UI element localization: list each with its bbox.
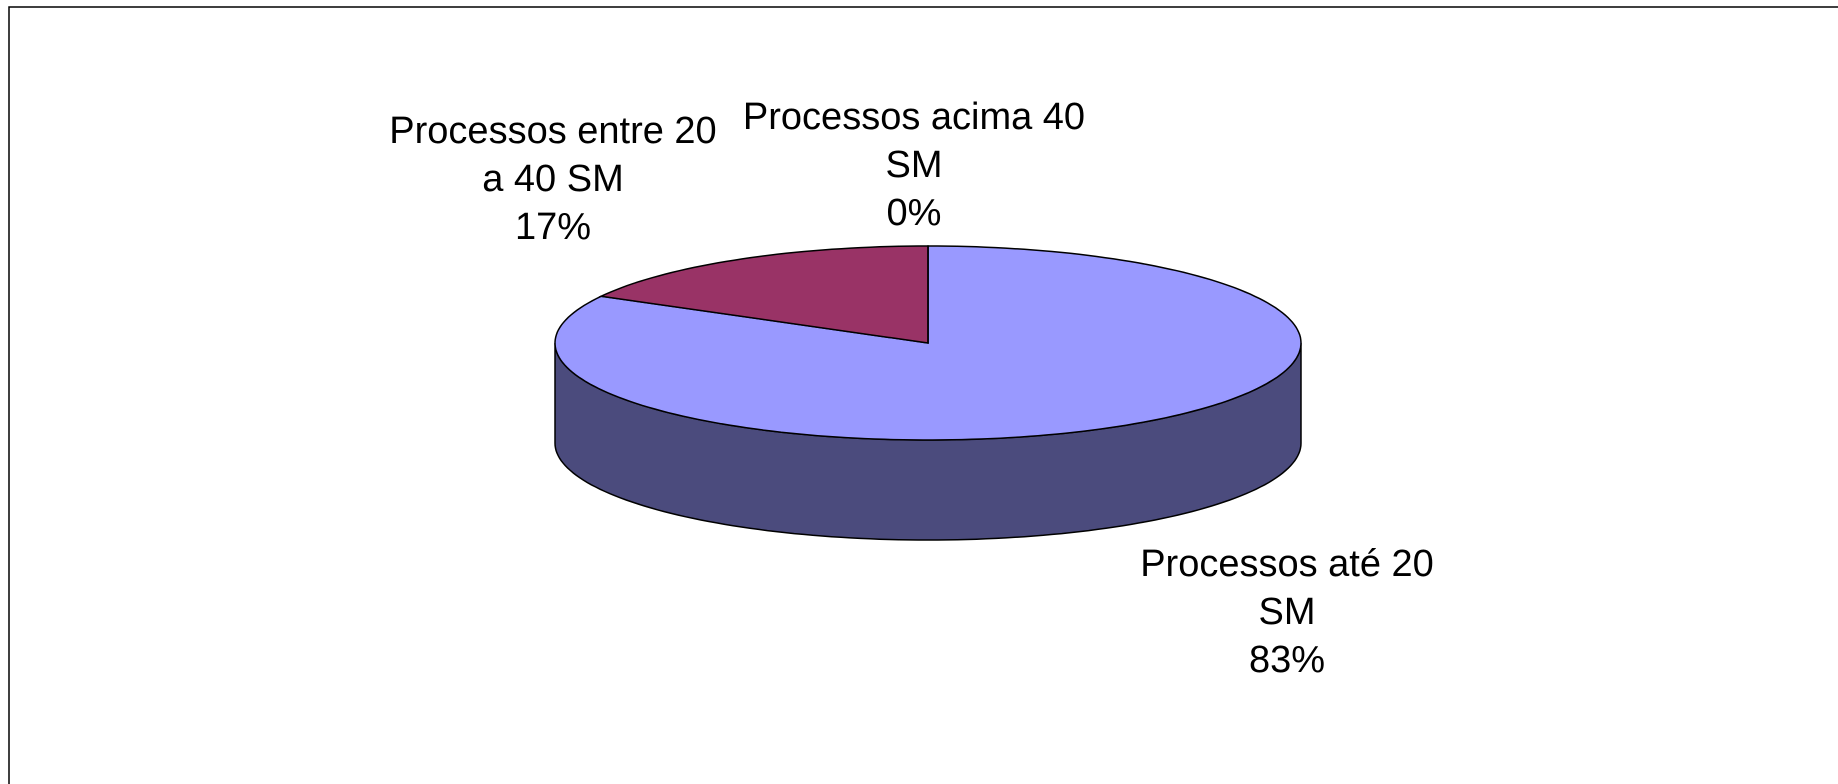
slice-value-label: 83% [1248,639,1326,681]
slice-label: Processos até 20 SM 83% [1124,540,1451,684]
slice-label: Processos acima 40 SM 0% [726,93,1102,237]
slice-value-label: 0% [886,192,942,234]
slice-category-label: Processos acima 40 SM [742,96,1086,186]
slice-category-label: Processos entre 20 a 40 SM [389,110,717,200]
slice-category-label: Processos até 20 SM [1140,543,1434,633]
slice-value-label: 17% [514,206,592,248]
slice-label: Processos entre 20 a 40 SM 17% [381,107,725,251]
chart-frame [8,6,1838,784]
pie-slice [598,245,929,344]
